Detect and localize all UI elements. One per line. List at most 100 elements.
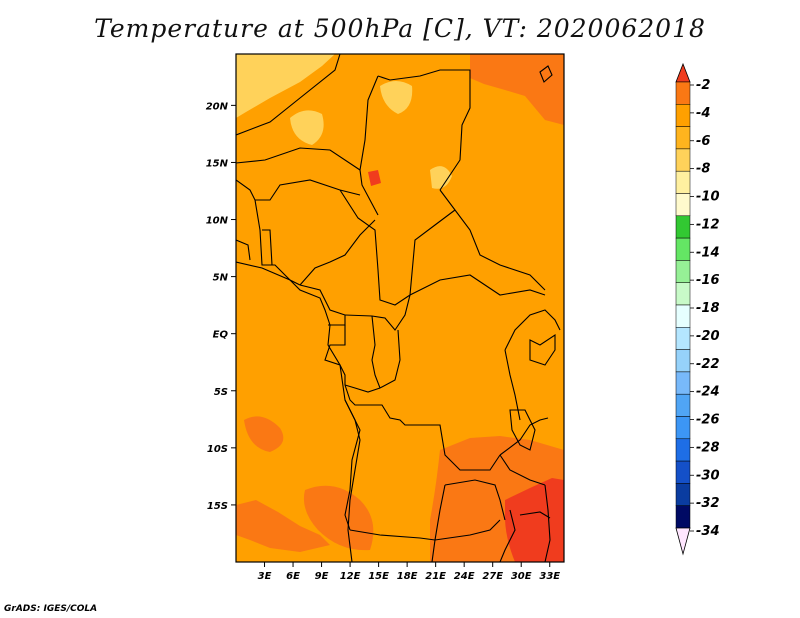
colorbar-swatch bbox=[675, 148, 691, 172]
colorbar-label: -4 bbox=[696, 106, 710, 121]
colorbar-swatch bbox=[675, 416, 691, 440]
colorbar-label: -20 bbox=[696, 329, 720, 344]
border-line bbox=[499, 417, 549, 456]
colorbar-label: -24 bbox=[696, 385, 720, 400]
colorbar-swatch bbox=[675, 260, 691, 283]
border-line bbox=[299, 219, 376, 286]
lake-outline bbox=[509, 409, 536, 451]
colorbar-swatch bbox=[675, 327, 691, 350]
colorbar-swatch bbox=[675, 505, 691, 529]
border-line bbox=[344, 294, 411, 331]
colorbar-swatch bbox=[675, 304, 691, 328]
border-line bbox=[236, 179, 361, 201]
map-frame bbox=[235, 53, 565, 563]
y-tick-label: 10N bbox=[206, 216, 229, 227]
border-line bbox=[371, 315, 401, 389]
border-line bbox=[344, 399, 361, 531]
x-tick-label: 18E bbox=[397, 571, 418, 582]
x-tick-label: 15E bbox=[368, 571, 389, 582]
colorbar-swatch bbox=[675, 393, 691, 417]
border-line bbox=[254, 199, 301, 286]
colorbar-label: -16 bbox=[696, 273, 720, 288]
x-tick-label: 9E bbox=[315, 571, 329, 582]
footer-credit: GrADS: IGES/COLA bbox=[4, 604, 98, 614]
border-line bbox=[544, 484, 551, 562]
country-borders bbox=[236, 54, 561, 562]
colorbar-swatch bbox=[675, 104, 691, 127]
colorbar-swatch bbox=[675, 349, 691, 373]
x-tick-label: 21E bbox=[425, 571, 446, 582]
y-tick-label: 20N bbox=[206, 101, 229, 112]
border-line bbox=[236, 147, 361, 171]
x-tick-label: 27E bbox=[482, 571, 503, 582]
colorbar-label: -22 bbox=[696, 357, 720, 372]
colorbar-label: -30 bbox=[696, 468, 720, 483]
x-tick-label: 6E bbox=[286, 571, 300, 582]
colorbar-swatch bbox=[675, 170, 691, 194]
colorbar-bottom-arrow bbox=[675, 527, 691, 556]
border-line bbox=[444, 479, 506, 521]
colorbar-swatch bbox=[675, 81, 691, 105]
y-tick-label: 15S bbox=[207, 501, 228, 512]
border-line bbox=[236, 239, 251, 261]
colorbar-swatch bbox=[675, 282, 691, 306]
x-axis: 3E 6E 9E 12E 15E 18E 21E 24E 27E 30E 33E bbox=[258, 562, 560, 582]
border-line bbox=[504, 309, 561, 351]
border-line bbox=[499, 509, 516, 562]
colorbar-label: -2 bbox=[696, 78, 710, 93]
border-line bbox=[262, 229, 273, 266]
colorbar-label: -32 bbox=[696, 496, 720, 511]
region-background bbox=[236, 54, 564, 562]
colorbar-label: -10 bbox=[696, 190, 720, 205]
colorbar-label: -34 bbox=[696, 524, 720, 539]
colorbar-swatch bbox=[675, 460, 691, 484]
colorbar-swatch bbox=[675, 371, 691, 395]
colorbar-label: -6 bbox=[696, 134, 710, 149]
lake-outline bbox=[539, 65, 553, 83]
border-line bbox=[409, 209, 456, 296]
colorbar-swatch bbox=[675, 193, 691, 217]
y-axis: 20N 15N 10N 5N EQ 5S 10S 15S bbox=[206, 101, 236, 512]
border-line bbox=[299, 284, 346, 326]
region-sahara-north bbox=[236, 54, 452, 189]
border-line bbox=[499, 454, 546, 486]
colorbar-label: -8 bbox=[696, 162, 710, 177]
border-line bbox=[344, 384, 381, 393]
colorbar-top-arrow bbox=[675, 62, 691, 83]
chart-title: Temperature at 500hPa [C], VT: 202006201… bbox=[94, 14, 706, 43]
colorbar-label: -14 bbox=[696, 245, 720, 260]
lake-outline bbox=[519, 511, 551, 519]
y-tick-label: 10S bbox=[207, 444, 228, 455]
colorbar-label: -12 bbox=[696, 217, 720, 232]
colorbar-label: -18 bbox=[696, 301, 720, 316]
border-line bbox=[529, 333, 556, 366]
border-line bbox=[236, 54, 341, 136]
colorbar: -2 -4 -6 -8 -10 -12 -14 -16 -18 -20 -22 -24 -26 -28 -3… bbox=[675, 62, 720, 556]
coast-line bbox=[236, 261, 361, 562]
region-southwest-warm bbox=[236, 500, 330, 552]
y-tick-label: 5S bbox=[214, 387, 228, 398]
border-line bbox=[339, 189, 546, 306]
colorbar-label: -28 bbox=[696, 440, 720, 455]
x-tick-label: 33E bbox=[539, 571, 560, 582]
y-tick-label: EQ bbox=[213, 330, 229, 341]
y-tick-label: 5N bbox=[213, 273, 229, 284]
colorbar-swatch bbox=[675, 483, 691, 506]
border-line bbox=[344, 384, 501, 471]
x-tick-label: 30E bbox=[511, 571, 532, 582]
colorbar-swatch bbox=[675, 438, 691, 462]
border-line bbox=[504, 349, 521, 421]
border-line bbox=[324, 325, 346, 385]
colorbar-swatch bbox=[675, 237, 691, 261]
region-southeast-warm bbox=[244, 416, 564, 562]
x-tick-label: 3E bbox=[258, 571, 272, 582]
border-line bbox=[431, 484, 446, 562]
colorbar-swatch bbox=[675, 126, 691, 150]
colorbar-swatch bbox=[675, 215, 691, 239]
y-tick-label: 15N bbox=[206, 158, 229, 169]
x-tick-label: 12E bbox=[340, 571, 361, 582]
colorbar-label: -26 bbox=[696, 413, 720, 428]
region-southeast-hot bbox=[368, 170, 564, 562]
map-fill-layer bbox=[236, 54, 564, 562]
